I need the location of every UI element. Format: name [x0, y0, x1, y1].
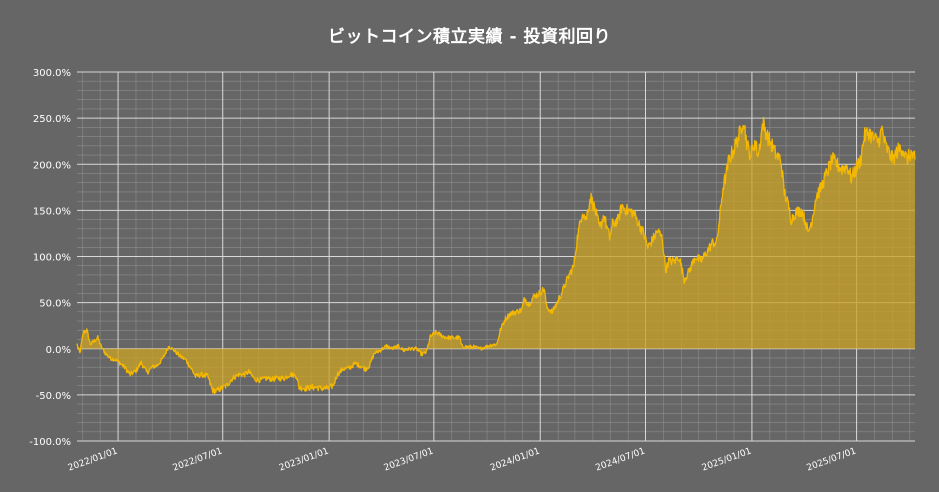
series-line [76, 116, 916, 395]
y-tick-label: 150.0% [33, 206, 71, 217]
series-area-fill [77, 117, 915, 394]
chart-title: ビットコイン積立実績 ‐ 投資利回り [328, 27, 611, 47]
x-tick-label: 2025/01/01 [701, 446, 753, 473]
x-tick-label: 2023/01/01 [278, 446, 330, 473]
x-tick-label: 2024/07/01 [594, 446, 646, 473]
x-tick-label: 2023/07/01 [383, 446, 435, 473]
y-tick-label: 0.0% [46, 345, 71, 356]
y-tick-label: 300.0% [33, 68, 71, 79]
y-tick-label: -100.0% [29, 437, 71, 448]
y-tick-label: 50.0% [39, 299, 71, 310]
x-tick-label: 2024/01/01 [489, 446, 541, 473]
y-tick-label: 250.0% [33, 114, 71, 125]
y-tick-label: -50.0% [36, 391, 71, 402]
x-tick-label: 2025/07/01 [805, 446, 857, 473]
area-layer [76, 116, 916, 395]
x-tick-label: 2022/07/01 [172, 446, 224, 473]
y-tick-label: 200.0% [33, 160, 71, 171]
x-tick-label: 2022/01/01 [67, 446, 119, 473]
y-tick-label: 100.0% [33, 253, 71, 264]
